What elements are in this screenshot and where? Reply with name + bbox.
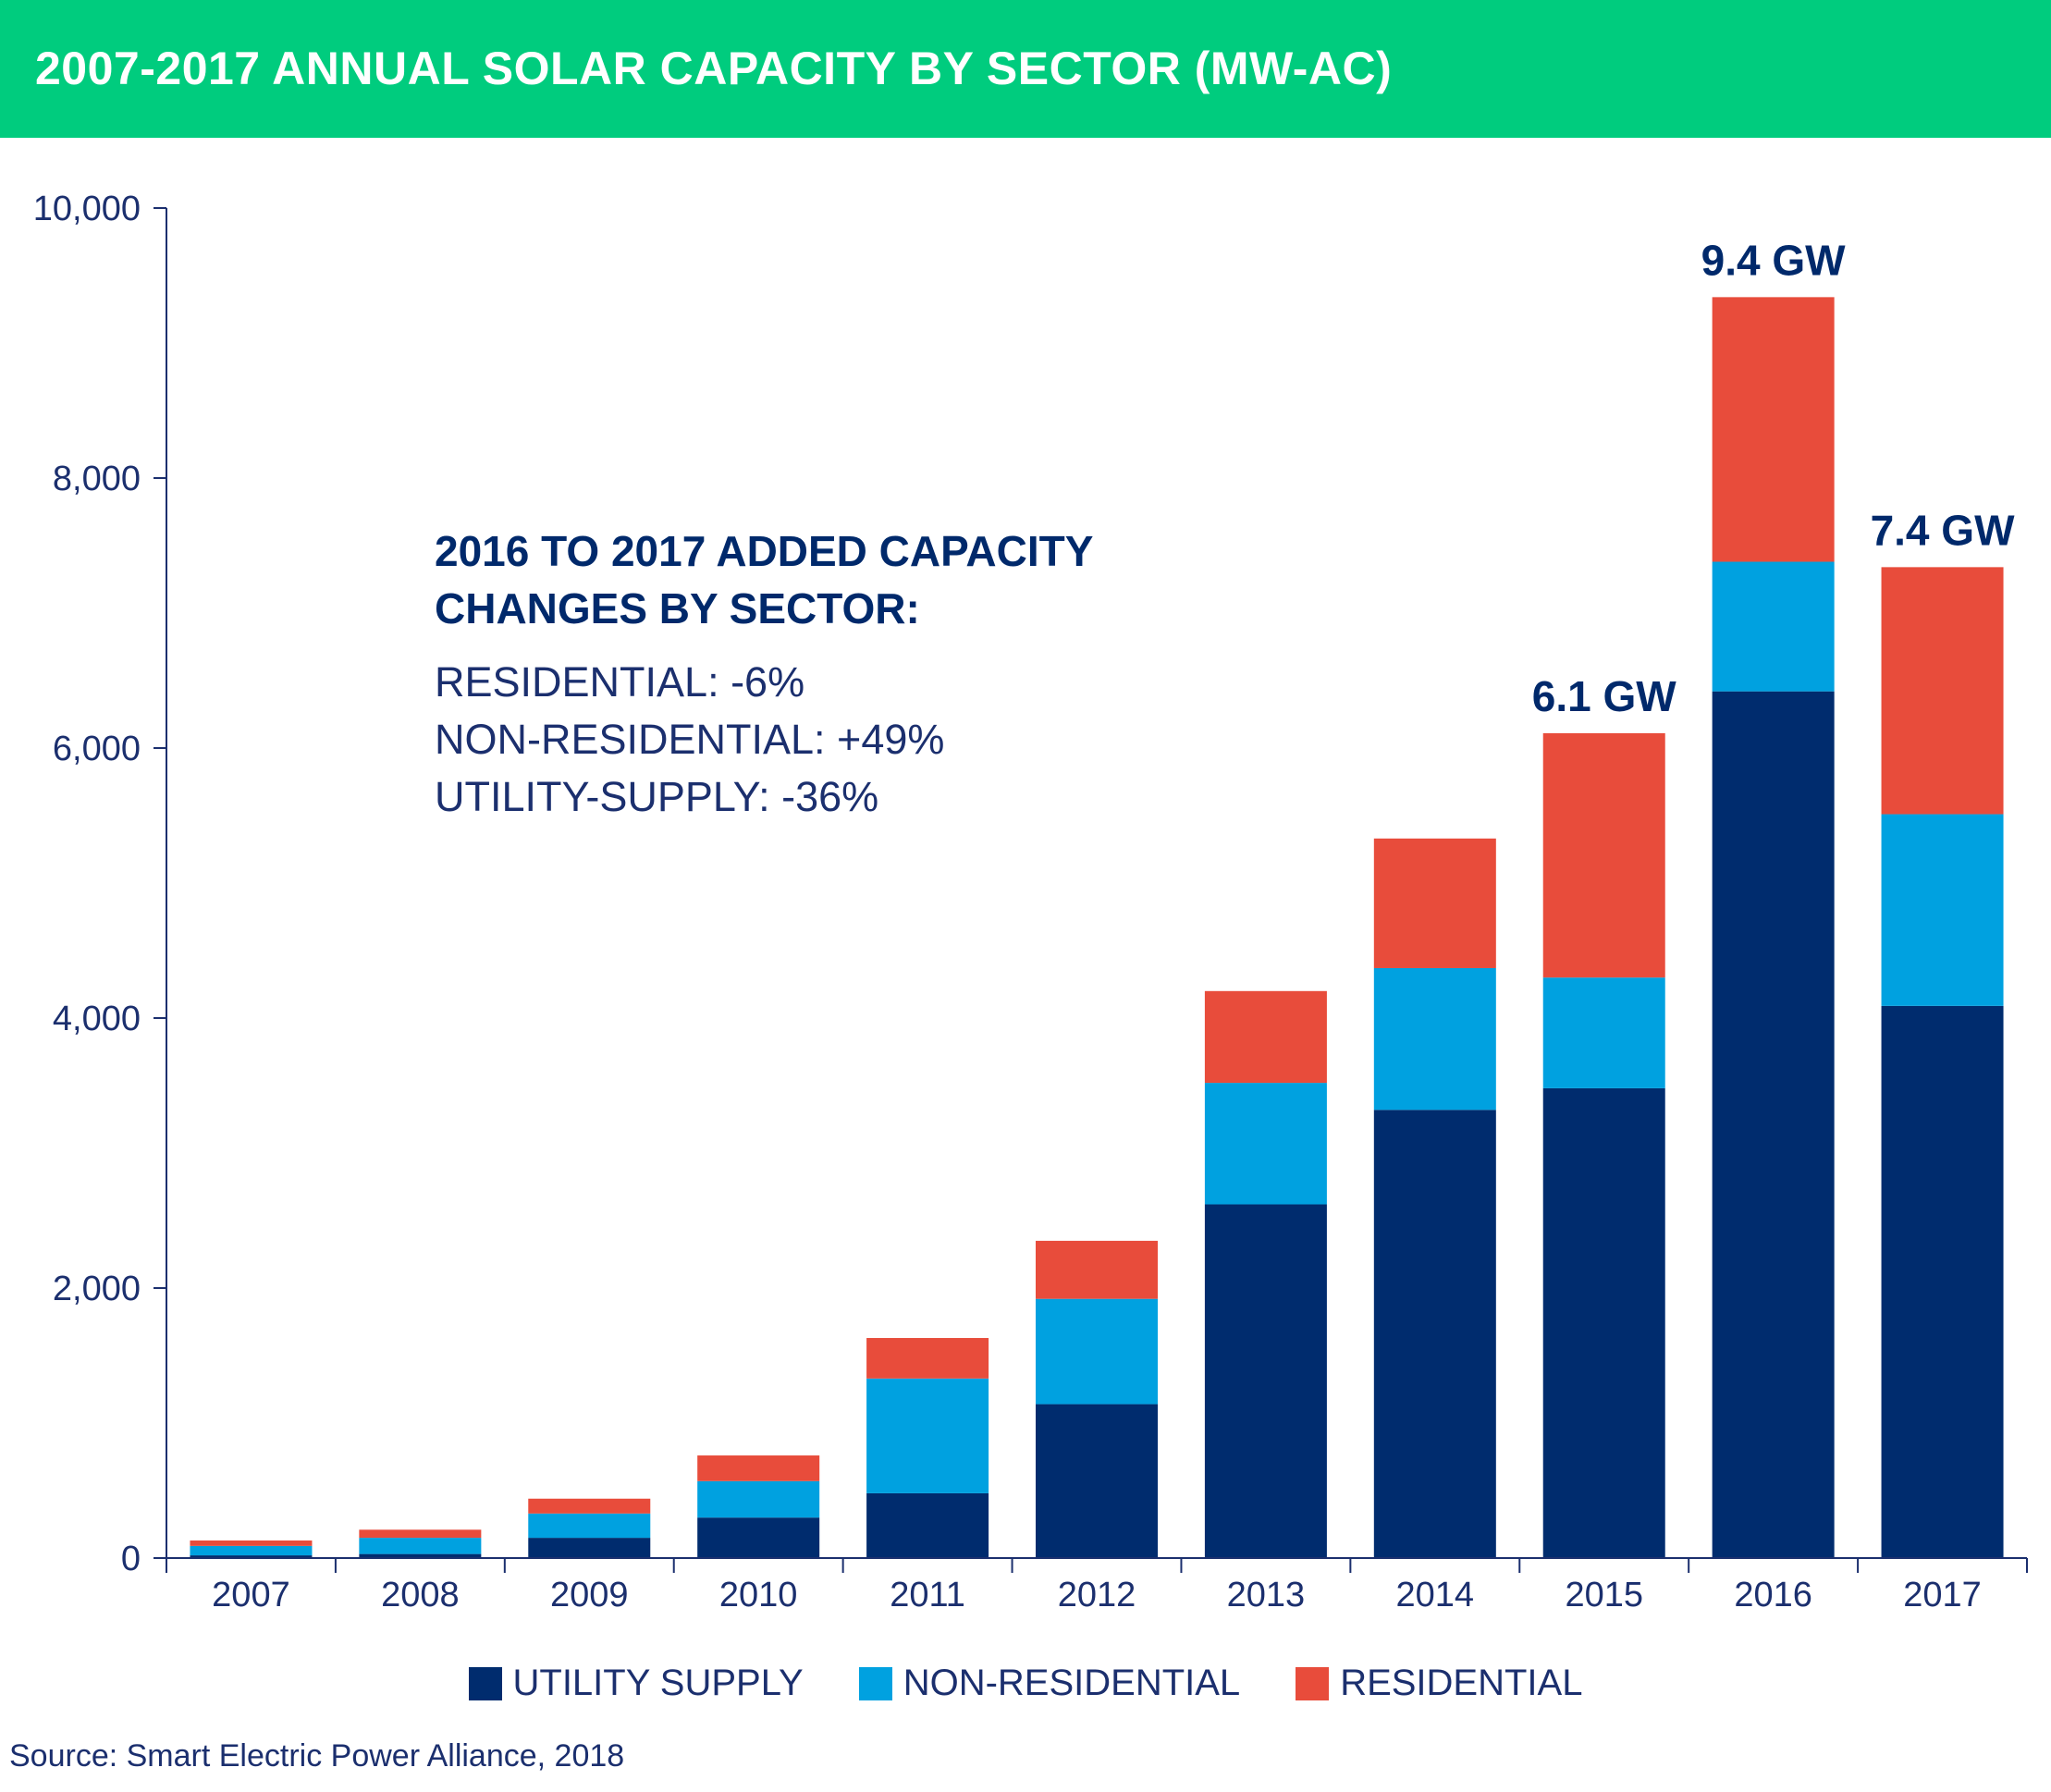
annotation-box: 2016 TO 2017 ADDED CAPACITY CHANGES BY S…	[435, 522, 1093, 826]
x-tick-label-2010: 2010	[719, 1576, 798, 1614]
x-tick-label-2009: 2009	[550, 1576, 629, 1614]
bar-non-residential-2017	[1881, 814, 2004, 1006]
bar-utility-supply-2013	[1204, 1204, 1327, 1558]
bar-residential-2015	[1542, 732, 1665, 978]
x-tick-label-2012: 2012	[1058, 1576, 1136, 1614]
bar-non-residential-2014	[1373, 967, 1496, 1111]
bar-residential-2007	[190, 1540, 313, 1546]
bar-residential-2008	[359, 1529, 482, 1539]
legend-label-residential: RESIDENTIAL	[1340, 1663, 1583, 1703]
bar-non-residential-2010	[697, 1480, 820, 1518]
bar-utility-supply-2007	[190, 1555, 313, 1558]
axes-group: 0 2,000 4,000 6,000 8,000 10,000 2007 2008 2009 2…	[33, 190, 2028, 1614]
legend-label-non-residential: NON-RESIDENTIAL	[903, 1663, 1241, 1703]
bar-non-residential-2007	[190, 1545, 313, 1556]
bar-residential-2009	[528, 1498, 651, 1514]
bar-non-residential-2009	[528, 1513, 651, 1539]
bar-utility-supply-2010	[697, 1517, 820, 1558]
header-bar: 2007-2017 ANNUAL SOLAR CAPACITY BY SECTO…	[0, 0, 2051, 138]
x-tick-label-2016: 2016	[1734, 1576, 1812, 1614]
bar-residential-2016	[1712, 297, 1835, 562]
bar-non-residential-2011	[866, 1378, 989, 1493]
bar-utility-supply-2014	[1373, 1110, 1496, 1558]
annotation-utility-supply: UTILITY-SUPPLY: -36%	[435, 773, 879, 820]
bar-utility-supply-2017	[1881, 1005, 2004, 1558]
annotation-residential: RESIDENTIAL: -6%	[435, 658, 805, 706]
y-tick-label-4000: 4,000	[53, 1000, 141, 1038]
total-label-2015: 6.1 GW	[1532, 672, 1677, 720]
bar-non-residential-2013	[1204, 1083, 1327, 1205]
bar-non-residential-2008	[359, 1538, 482, 1554]
bar-residential-2017	[1881, 567, 2004, 815]
legend: UTILITY SUPPLY NON-RESIDENTIAL RESIDENTI…	[0, 1663, 2051, 1704]
bar-non-residential-2016	[1712, 561, 1835, 692]
source-note: Source: Smart Electric Power Alliance, 2…	[9, 1738, 625, 1774]
annotation-heading-line2: CHANGES BY SECTOR:	[435, 584, 920, 632]
bar-non-residential-2012	[1036, 1298, 1158, 1405]
bar-utility-supply-2012	[1036, 1404, 1158, 1558]
bar-non-residential-2015	[1542, 977, 1665, 1088]
bar-residential-2014	[1373, 838, 1496, 968]
x-tick-label-2013: 2013	[1227, 1576, 1306, 1614]
x-tick-label-2007: 2007	[212, 1576, 290, 1614]
total-label-2016: 9.4 GW	[1701, 236, 1847, 284]
x-tick-label-2011: 2011	[890, 1576, 965, 1614]
legend-swatch-residential	[1296, 1666, 1330, 1700]
x-tick-label-2008: 2008	[381, 1576, 460, 1614]
bar-utility-supply-2009	[528, 1538, 651, 1558]
bars-group	[190, 297, 2004, 1558]
bar-residential-2012	[1036, 1240, 1158, 1299]
bar-residential-2010	[697, 1455, 820, 1481]
total-labels-group: 6.1 GW 9.4 GW 7.4 GW	[1532, 236, 2015, 720]
x-tick-label-2014: 2014	[1396, 1576, 1475, 1614]
bar-utility-supply-2008	[359, 1553, 482, 1558]
total-label-2017: 7.4 GW	[1871, 506, 2016, 554]
y-tick-label-10000: 10,000	[33, 190, 141, 228]
bar-residential-2013	[1204, 990, 1327, 1084]
y-tick-label-6000: 6,000	[53, 730, 141, 768]
y-tick-label-8000: 8,000	[53, 460, 141, 498]
y-tick-label-0: 0	[121, 1540, 141, 1578]
bar-utility-supply-2015	[1542, 1087, 1665, 1558]
chart-title: 2007-2017 ANNUAL SOLAR CAPACITY BY SECTO…	[35, 43, 1393, 94]
bar-utility-supply-2016	[1712, 691, 1835, 1558]
legend-swatch-utility-supply	[468, 1666, 502, 1700]
bar-residential-2011	[866, 1338, 989, 1379]
annotation-heading-line1: 2016 TO 2017 ADDED CAPACITY	[435, 527, 1094, 575]
legend-swatch-non-residential	[858, 1666, 892, 1700]
legend-label-utility-supply: UTILITY SUPPLY	[512, 1663, 804, 1703]
x-tick-label-2015: 2015	[1565, 1576, 1643, 1614]
annotation-non-residential: NON-RESIDENTIAL: +49%	[435, 716, 945, 763]
legend-item-utility-supply: UTILITY SUPPLY	[468, 1663, 804, 1704]
legend-item-residential: RESIDENTIAL	[1296, 1663, 1582, 1704]
legend-item-non-residential: NON-RESIDENTIAL	[858, 1663, 1241, 1704]
y-tick-label-2000: 2,000	[53, 1270, 141, 1308]
x-tick-label-2017: 2017	[1903, 1576, 1982, 1614]
bar-utility-supply-2011	[866, 1492, 989, 1558]
